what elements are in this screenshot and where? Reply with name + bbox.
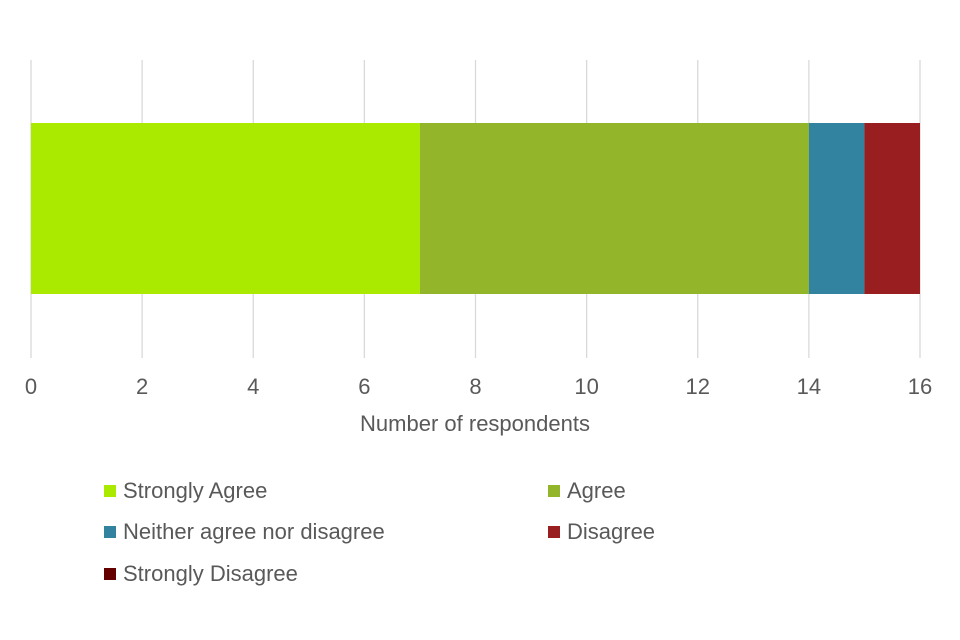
x-tick-label: 12 bbox=[686, 374, 710, 399]
legend-swatch bbox=[104, 526, 116, 538]
bar-segment-disagree bbox=[864, 123, 920, 294]
x-axis-ticks: 0 2 4 6 8 10 12 14 16 bbox=[25, 374, 932, 399]
legend-item-strongly-agree: Strongly Agree bbox=[104, 478, 267, 504]
bar-segment-neither-agree-nor-disagree bbox=[808, 123, 865, 294]
x-tick-label: 8 bbox=[469, 374, 481, 399]
bars bbox=[31, 123, 920, 294]
legend-label: Disagree bbox=[567, 519, 656, 544]
x-tick-label: 4 bbox=[247, 374, 259, 399]
legend-swatch bbox=[548, 485, 560, 497]
x-axis-title: Number of respondents bbox=[360, 411, 590, 436]
legend-item-strongly-disagree: Strongly Disagree bbox=[104, 561, 298, 587]
legend-swatch bbox=[104, 568, 116, 580]
x-tick-label: 16 bbox=[908, 374, 932, 399]
legend-swatch bbox=[104, 485, 116, 497]
bar-segment-strongly-agree bbox=[31, 123, 420, 294]
legend-item-neither: Neither agree nor disagree bbox=[104, 519, 385, 545]
x-tick-label: 10 bbox=[574, 374, 598, 399]
legend-swatch bbox=[548, 526, 560, 538]
legend-item-disagree: Disagree bbox=[548, 519, 655, 545]
legend-label: Strongly Agree bbox=[123, 478, 268, 503]
x-tick-label: 6 bbox=[358, 374, 370, 399]
legend-label: Neither agree nor disagree bbox=[123, 519, 385, 544]
x-tick-label: 0 bbox=[25, 374, 37, 399]
legend-label: Agree bbox=[567, 478, 626, 503]
x-tick-label: 14 bbox=[797, 374, 821, 399]
x-tick-label: 2 bbox=[136, 374, 148, 399]
bar-segment-agree bbox=[419, 123, 809, 294]
legend-item-agree: Agree bbox=[548, 478, 626, 504]
legend-label: Strongly Disagree bbox=[123, 561, 298, 586]
